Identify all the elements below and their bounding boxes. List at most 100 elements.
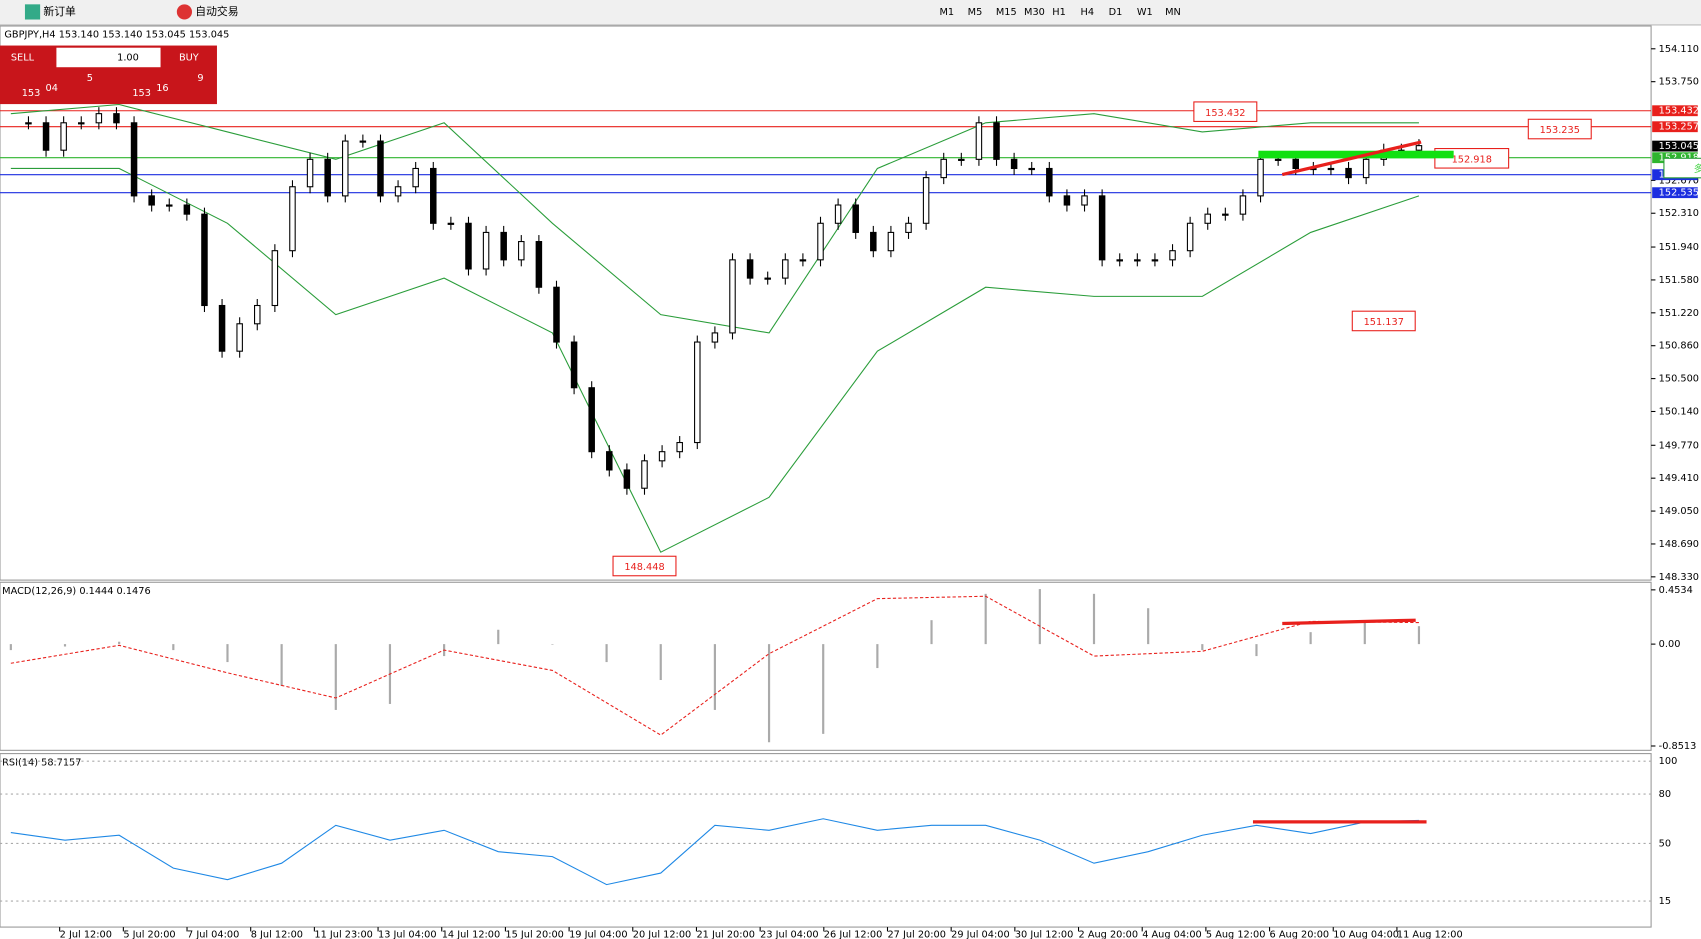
candle [588, 387, 595, 453]
macd-bar [1363, 622, 1366, 645]
annotation-box [1351, 310, 1416, 332]
macd-bar [226, 644, 229, 663]
candle [60, 122, 67, 151]
level-tag [1652, 187, 1698, 199]
candle [377, 140, 384, 197]
date-label: 15 Jul 20:00 [505, 930, 563, 939]
sell-button[interactable]: SELL [11, 52, 35, 63]
macd-bar [1038, 589, 1041, 645]
macd-tick-label: 0.4534 [1659, 585, 1693, 596]
candle [518, 241, 525, 261]
candle [553, 286, 560, 343]
buy-button[interactable]: BUY [179, 52, 199, 63]
rsi-label: RSI(14) 58.7157 [2, 757, 81, 768]
auto-trading[interactable]: 自动交易 [195, 4, 238, 18]
volume-box[interactable] [56, 47, 161, 68]
candle [1028, 167, 1035, 171]
timeframe[interactable]: H4 [1080, 7, 1094, 18]
candle [430, 167, 437, 224]
macd-bar [334, 644, 337, 710]
buy-big: 153 [132, 88, 151, 99]
rsi-line [10, 818, 1419, 886]
level-tag [1652, 152, 1698, 164]
macd-bar [1309, 632, 1312, 645]
date-label: 20 Jul 12:00 [633, 930, 691, 939]
candle [500, 231, 507, 261]
candle [729, 259, 736, 334]
price-tick-label: 148.330 [1659, 572, 1699, 583]
timeframe[interactable]: W1 [1137, 7, 1153, 18]
timeframe[interactable]: D1 [1109, 7, 1123, 18]
price-tick-label: 149.410 [1659, 473, 1699, 484]
macd-bar [1255, 644, 1258, 657]
timeframe[interactable]: M5 [968, 7, 983, 18]
candle [166, 204, 173, 207]
date-label: 11 Aug 12:00 [1397, 930, 1463, 939]
price-tick-label: 152.310 [1659, 208, 1699, 219]
annotation: 151.137 [1364, 317, 1404, 328]
macd-bar [605, 644, 608, 663]
candle [1063, 195, 1071, 206]
timeframe[interactable]: H1 [1052, 7, 1066, 18]
annotation-box [1663, 157, 1701, 179]
date-label: 23 Jul 04:00 [760, 930, 818, 939]
candle [236, 323, 243, 352]
candle [887, 231, 895, 252]
candle [1415, 145, 1423, 151]
candle [1046, 167, 1053, 197]
date-label: 4 Aug 04:00 [1142, 930, 1202, 939]
candle [465, 222, 472, 270]
macd-bar [63, 644, 67, 647]
bollinger-upper [10, 103, 1419, 334]
timeframe[interactable]: MN [1165, 7, 1181, 18]
candle [394, 186, 402, 197]
candle [447, 222, 455, 225]
candle [289, 186, 296, 252]
candle [1257, 158, 1264, 197]
price-tick-label: 151.940 [1659, 242, 1699, 253]
candle [870, 231, 877, 252]
candle [1010, 158, 1018, 170]
macd-bar [280, 644, 283, 687]
candle [1222, 213, 1229, 216]
candle [1345, 167, 1352, 179]
candle [271, 250, 279, 307]
date-label: 30 Jul 12:00 [1015, 930, 1073, 939]
volume[interactable]: 1.00 [117, 52, 139, 63]
date-label: 14 Jul 12:00 [442, 930, 500, 939]
auto-trading-icon[interactable] [176, 4, 193, 20]
annotation: 148.448 [624, 562, 664, 573]
macd-bar [822, 644, 825, 734]
date-label: 29 Jul 04:00 [951, 930, 1009, 939]
sell-pips: 04 [46, 83, 58, 94]
macd-panel [0, 581, 1652, 751]
timeframe[interactable]: M30 [1024, 7, 1045, 18]
candle [1081, 195, 1088, 206]
toolbar [0, 0, 1701, 25]
candle [694, 341, 701, 444]
timeframe[interactable]: M15 [996, 7, 1017, 18]
annotation: 153.432 [1205, 108, 1245, 119]
candle [201, 213, 208, 307]
rsi-panel [0, 753, 1652, 928]
candle [711, 332, 719, 343]
candle [25, 122, 32, 125]
timeframe[interactable]: M1 [939, 7, 954, 18]
candle [306, 158, 314, 188]
macd-bar [713, 644, 716, 710]
sell-frac: 5 [87, 73, 93, 84]
new-order[interactable]: 新订单 [43, 4, 76, 18]
macd-bar [1147, 608, 1150, 645]
candle [359, 140, 367, 143]
macd-bar [118, 641, 121, 645]
candle [658, 451, 666, 462]
candle [940, 158, 947, 179]
date-label: 5 Jul 20:00 [123, 930, 175, 939]
candle [254, 304, 261, 325]
candle [993, 122, 1000, 160]
date-label: 13 Jul 04:00 [378, 930, 436, 939]
candle [183, 204, 191, 215]
annotation: 152.918 [1452, 154, 1492, 165]
new-order-icon[interactable] [24, 4, 41, 20]
